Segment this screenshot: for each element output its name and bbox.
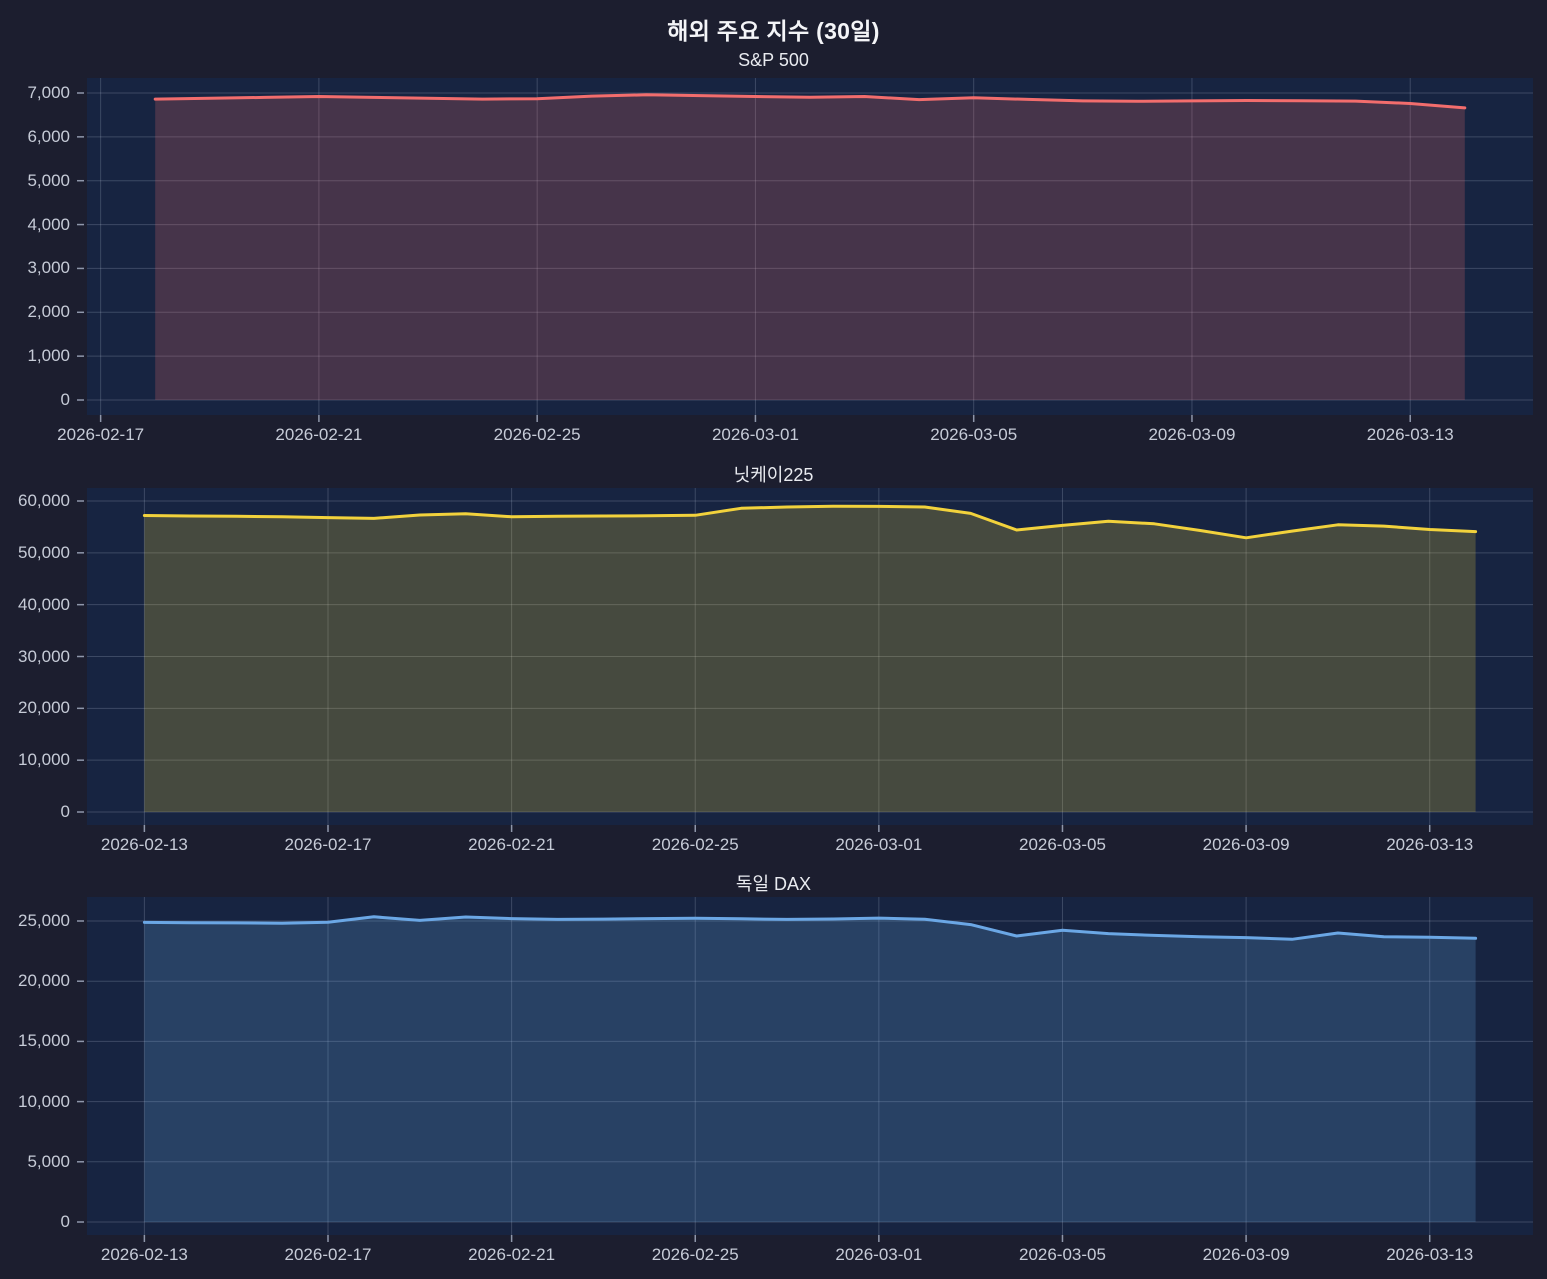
chart-dax-plot <box>77 897 1533 1242</box>
plot-background <box>87 897 1533 1235</box>
nikkei225-line <box>142 504 1478 540</box>
sp500-line <box>153 93 1467 110</box>
plot-background <box>87 488 1533 825</box>
plot-background <box>87 78 1533 415</box>
chart-nikkei225-plot <box>77 488 1533 832</box>
nikkei225-area <box>144 506 1476 812</box>
dax-area <box>144 916 1476 1222</box>
dax-line <box>142 915 1478 941</box>
chart-sp500-plot <box>77 78 1533 422</box>
sp500-area <box>155 94 1465 401</box>
